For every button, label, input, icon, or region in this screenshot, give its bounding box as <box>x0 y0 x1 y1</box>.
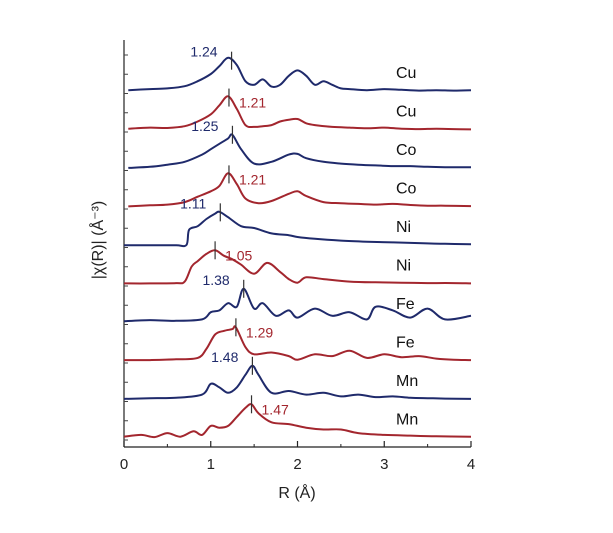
trace-fe-red <box>123 325 472 362</box>
element-label: Ni <box>396 219 411 236</box>
peak-value-label: 1.24 <box>190 44 217 60</box>
trace-mn-red <box>123 403 472 439</box>
y-axis-label: |χ(R)| (Å⁻³) <box>88 201 107 279</box>
trace-mn-blue <box>123 364 472 400</box>
x-tick-label: 4 <box>467 456 475 473</box>
x-tick-label: 2 <box>293 456 301 473</box>
element-label: Ni <box>396 258 411 275</box>
peak-value-label: 1.21 <box>239 171 266 187</box>
trace-co-blue <box>128 133 472 169</box>
x-tick-label: 0 <box>120 456 128 473</box>
peak-value-label: 1.48 <box>211 349 238 365</box>
labels: 1.24 Cu 1.21 Cu 1.25 Co 1.21 Co 1.11 Ni 1.05 Ni 1.38… <box>180 44 418 429</box>
x-axis-label: R (Å) <box>278 483 315 502</box>
x-tick-label: 1 <box>207 456 215 473</box>
element-label: Fe <box>396 296 415 313</box>
trace-ni-blue <box>124 210 472 248</box>
peak-value-label: 1.25 <box>191 118 218 134</box>
element-label: Mn <box>396 412 418 429</box>
element-label: Cu <box>396 65 416 82</box>
trace-ni-red <box>123 249 472 285</box>
trace-cu-red <box>128 95 472 131</box>
axes: 0 1 2 3 4 <box>120 40 475 473</box>
peak-value-label: 1.11 <box>180 195 206 211</box>
element-label: Co <box>396 142 417 159</box>
element-label: Fe <box>396 335 415 352</box>
peak-value-label: 1.38 <box>202 272 229 288</box>
trace-fe-blue <box>123 287 472 323</box>
traces <box>123 51 472 439</box>
trace-cu-blue <box>128 56 472 92</box>
peak-value-label: 1.21 <box>239 95 266 111</box>
peak-value-label: 1.47 <box>262 401 289 417</box>
trace-co-red <box>128 172 472 208</box>
peak-value-label: 1.05 <box>225 247 252 263</box>
peak-value-label: 1.29 <box>246 324 273 340</box>
element-label: Mn <box>396 373 418 390</box>
x-tick-label: 3 <box>380 456 388 473</box>
element-label: Co <box>396 181 417 198</box>
element-label: Cu <box>396 104 416 121</box>
